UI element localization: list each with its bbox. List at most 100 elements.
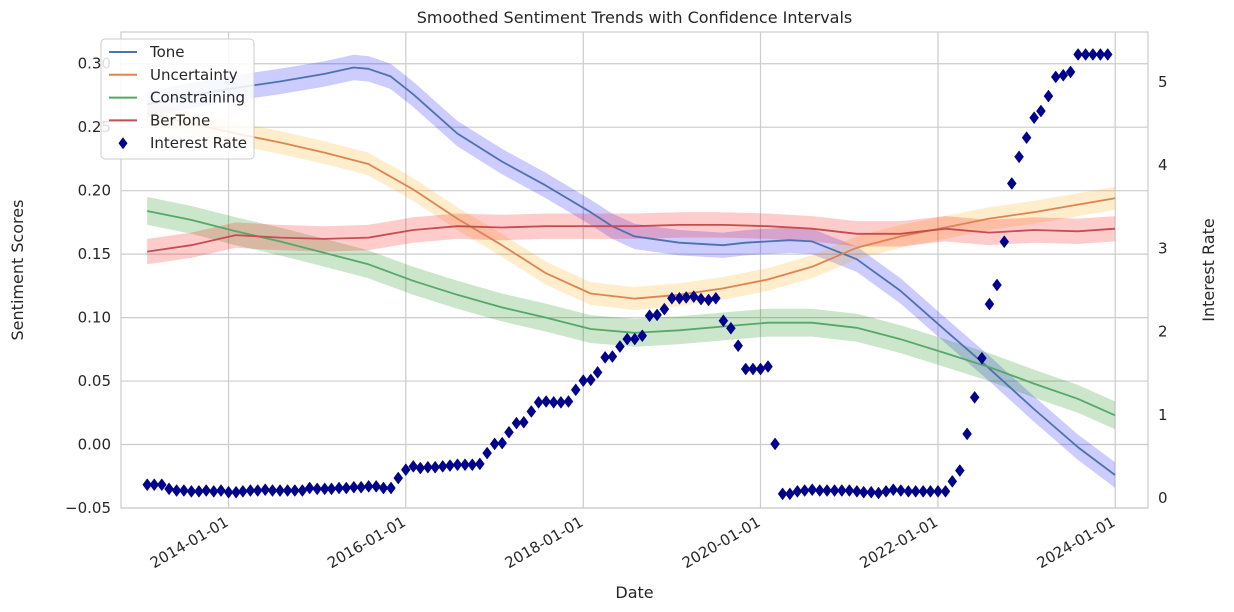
scatter-point-interest-rate [1006, 177, 1017, 190]
scatter-point-interest-rate [592, 365, 603, 379]
scatter-point-interest-rate [518, 415, 529, 429]
series-line-layer [146, 66, 1116, 476]
scatter-point-interest-rate [482, 446, 492, 460]
scatter-point-interest-rate [755, 362, 766, 376]
scatter-point-interest-rate [445, 459, 455, 472]
scatter-point-interest-rate [903, 484, 914, 498]
scatter-point-interest-rate [984, 297, 995, 311]
scatter-point-interest-rate [570, 383, 581, 397]
scatter-point-interest-rate [977, 351, 987, 365]
scatter-point-interest-rate [1088, 48, 1098, 61]
scatter-point-interest-rate [334, 481, 344, 495]
scatter-point-interest-rate [770, 437, 780, 451]
scatter-point-interest-rate [852, 484, 862, 498]
scatter-point-interest-rate [400, 463, 411, 477]
scatter-point-interest-rate [282, 484, 293, 497]
scatter-point-interest-rate [681, 291, 692, 304]
scatter-point-interest-rate [622, 332, 633, 346]
scatter-point-interest-rate [408, 459, 419, 473]
scatter-point-interest-rate [925, 484, 936, 498]
legend-label-uncertainty: Uncertainty [150, 66, 238, 84]
scatter-point-interest-rate [667, 291, 677, 305]
series-line-constraining [147, 210, 1116, 417]
series-line-uncertainty [146, 112, 1116, 300]
y-tick-label: 0.00 [78, 436, 111, 454]
y2-tick-label: 2 [1158, 323, 1168, 341]
scatter-point-interest-rate [652, 308, 662, 322]
scatter-point-interest-rate [637, 329, 648, 343]
scatter-point-interest-rate [275, 484, 285, 497]
scatter-point-interest-rate [164, 482, 174, 496]
scatter-point-interest-rate [1021, 131, 1032, 145]
scatter-point-interest-rate [955, 464, 965, 477]
scatter-point-interest-rate [962, 427, 972, 441]
scatter-point-interest-rate [260, 483, 271, 497]
scatter-point-interest-rate [718, 314, 729, 328]
scatter-point-interest-rate [844, 484, 855, 497]
series-line-bertone [147, 223, 1116, 253]
scatter-point-interest-rate [799, 484, 810, 497]
scatter-point-interest-rate [363, 479, 374, 493]
scatter-point-interest-rate [312, 482, 322, 496]
scatter-point-interest-rate [837, 484, 847, 497]
legend-label-tone: Tone [149, 43, 185, 61]
scatter-point-interest-rate [504, 425, 514, 439]
scatter-point-interest-rate [489, 437, 500, 451]
scatter-point-interest-rate [947, 474, 958, 488]
scatter-point-interest-rate [548, 395, 559, 409]
y2-tick-label: 1 [1158, 406, 1168, 424]
scatter-point-interest-rate [726, 321, 736, 335]
scatter-point-interest-rate [238, 484, 248, 498]
scatter-point-interest-rate [644, 309, 655, 323]
scatter-point-interest-rate [252, 484, 263, 497]
scatter-point-interest-rate [740, 362, 751, 376]
scatter-point-interest-rate [356, 480, 366, 494]
y-tick-label: −0.05 [65, 499, 111, 517]
scatter-point-interest-rate [142, 478, 153, 492]
scatter-point-interest-rate [607, 350, 618, 363]
scatter-point-interest-rate [807, 483, 818, 497]
scatter-point-interest-rate [267, 484, 278, 497]
scatter-point-interest-rate [748, 362, 758, 376]
scatter-point-interest-rate [223, 485, 234, 499]
scatter-point-interest-rate [1073, 48, 1083, 61]
scatter-point-interest-rate [179, 484, 189, 497]
legend: Tone Uncertainty Constraining BerTone Intere… [100, 38, 255, 160]
scatter-point-interest-rate [992, 278, 1002, 292]
scatter-point-interest-rate [1036, 104, 1046, 118]
legend-label-bertone: BerTone [150, 111, 210, 129]
scatter-point-interest-rate [829, 484, 840, 497]
scatter-point-interest-rate [1102, 48, 1113, 61]
y2-tick-label: 4 [1158, 156, 1168, 174]
scatter-point-interest-rate [858, 485, 869, 499]
scatter-point-interest-rate [349, 480, 359, 494]
scatter-point-interest-rate [208, 484, 219, 498]
y-tick-label: 0.05 [78, 372, 111, 390]
legend-swatch-interest-rate [118, 137, 128, 150]
scatter-point-interest-rate [822, 484, 832, 497]
scatter-point-interest-rate [1065, 65, 1076, 79]
scatter-point-interest-rate [216, 484, 226, 497]
scatter-point-interest-rate [371, 479, 381, 493]
scatter-point-interest-rate [460, 458, 470, 472]
y2-tick-label: 5 [1158, 73, 1168, 91]
legend-label-interest-rate: Interest Rate [150, 134, 247, 152]
scatter-point-interest-rate [999, 235, 1010, 249]
scatter-point-interest-rate [326, 482, 337, 496]
scatter-point-interest-rate [430, 460, 440, 474]
chart-title: Smoothed Sentiment Trends with Confidenc… [417, 8, 853, 27]
x-axis-label: Date [615, 583, 653, 602]
scatter-point-interest-rate [556, 395, 566, 409]
scatter-point-interest-rate [194, 484, 204, 498]
scatter-point-interest-rate [437, 459, 448, 473]
legend-label-constraining: Constraining [150, 89, 245, 107]
scatter-point-interest-rate [711, 291, 721, 305]
scatter-point-interest-rate [452, 458, 463, 472]
scatter-point-interest-rate [304, 481, 315, 495]
scatter-point-interest-rate [319, 482, 330, 496]
scatter-point-interest-rate [526, 405, 537, 418]
confidence-band-bertone [147, 212, 1115, 265]
scatter-point-interest-rate [149, 478, 160, 492]
scatter-point-interest-rate [600, 350, 610, 364]
